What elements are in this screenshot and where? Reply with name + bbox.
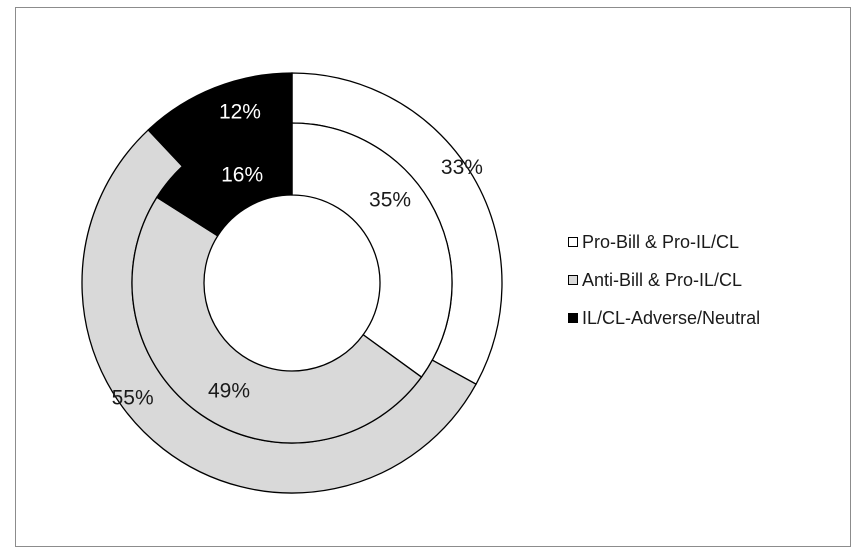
inner-ring-slice-anti-bill	[131, 196, 423, 444]
legend-label-adverse-neutral: IL/CL-Adverse/Neutral	[582, 307, 761, 328]
legend-item-pro-bill: Pro-Bill & Pro-IL/CL	[568, 223, 760, 261]
legend-label-anti-bill: Anti-Bill & Pro-IL/CL	[582, 269, 743, 290]
legend-item-adverse-neutral: IL/CL-Adverse/Neutral	[568, 299, 760, 337]
inner-ring-slice-adverse-neutral	[156, 122, 293, 237]
legend: Pro-Bill & Pro-IL/CL Anti-Bill & Pro-IL/…	[568, 223, 760, 337]
outer-ring-label-adverse-neutral: 12%	[219, 100, 261, 123]
inner-ring-label-adverse-neutral: 16%	[221, 164, 263, 187]
inner-ring-slice-pro-bill	[291, 122, 453, 378]
inner-ring-label-pro-bill: 35%	[369, 188, 411, 211]
legend-item-anti-bill: Anti-Bill & Pro-IL/CL	[568, 261, 760, 299]
legend-label-pro-bill: Pro-Bill & Pro-IL/CL	[582, 231, 740, 252]
legend-swatch-black	[568, 313, 578, 323]
legend-swatch-white	[568, 237, 578, 247]
legend-swatch-gray	[568, 275, 578, 285]
outer-ring-label-anti-bill: 55%	[112, 386, 154, 409]
inner-ring-label-anti-bill: 49%	[208, 380, 250, 403]
outer-ring-label-pro-bill: 33%	[441, 156, 483, 179]
